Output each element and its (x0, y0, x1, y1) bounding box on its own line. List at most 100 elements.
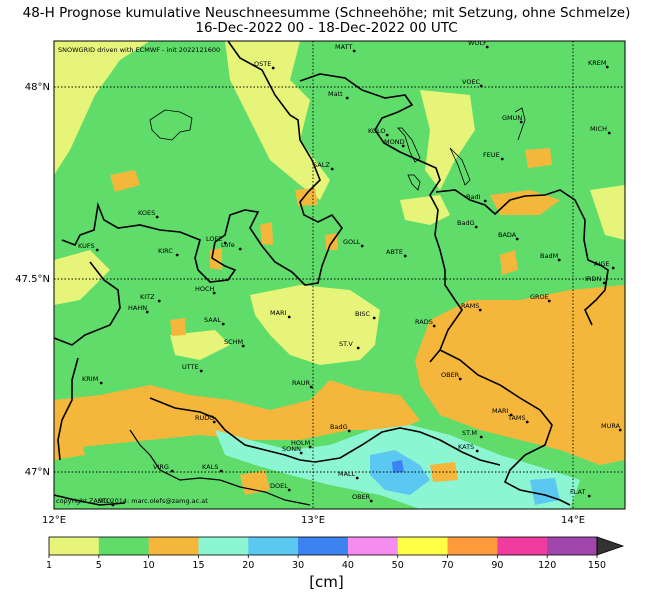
station-badi: BadI (466, 193, 487, 203)
station-kats: KATS (458, 443, 479, 453)
station-label: HOCH (195, 285, 215, 293)
station-abte: ABTE (386, 248, 407, 258)
station-schm: SCHM (224, 338, 245, 348)
station-label: KRIM (82, 375, 98, 383)
station-dot (432, 324, 436, 328)
station-label: KREM (588, 59, 607, 67)
station-label: Matt (328, 90, 343, 98)
colorbar-segment (148, 537, 199, 555)
station-dot (515, 237, 519, 241)
station-koes: KOES (138, 209, 159, 219)
station-label: OBER (352, 493, 371, 501)
station-label: MALL (338, 470, 356, 478)
colorbar-tick-label: 1 (46, 560, 52, 571)
station-ober: OBER (352, 493, 373, 503)
colorbar-segment (397, 537, 449, 555)
station-matt: MATT (335, 43, 356, 53)
station-dot (525, 420, 529, 424)
station-dot (157, 299, 161, 303)
lon-label-12: 12°E (42, 515, 66, 526)
station-mari: MARI (270, 309, 291, 319)
station-dot (99, 381, 103, 385)
station-holm: HOLM (291, 439, 312, 449)
colorbar-segment (447, 537, 498, 555)
station-dot (356, 346, 360, 350)
lon-label-14: 14°E (561, 515, 585, 526)
station-label: SAAL (204, 316, 221, 324)
station-dot (345, 96, 349, 100)
colorbar-tick-label: 5 (96, 560, 102, 571)
station-groe: GROE (530, 293, 551, 303)
station-dot (372, 316, 376, 320)
colorbar-segment (347, 537, 399, 555)
station-dot (403, 254, 407, 258)
graticule (54, 41, 625, 509)
station-badg: BadG (457, 219, 478, 229)
colorbar-unit: [cm] (309, 573, 344, 591)
station-dot (238, 247, 242, 251)
station-sto: STO (98, 497, 115, 507)
station-dot (611, 266, 615, 270)
copyright-note: copyright ZAMG 2014: marc.olefs@zamg.ac.… (56, 497, 208, 505)
station-dot (602, 281, 606, 285)
colorbar-tick-label: 20 (242, 560, 254, 571)
station-label: RAUR (292, 379, 310, 387)
station-label: VOEC (462, 78, 481, 86)
station-dot (287, 315, 291, 319)
station-dot (385, 133, 389, 137)
station-label: RAMS (461, 302, 479, 310)
station-dot (605, 65, 609, 69)
station-label: HAHN (128, 304, 147, 312)
station-goll: GOLL (343, 238, 364, 248)
station-dot (479, 84, 483, 88)
station-rads: RADS (415, 318, 436, 328)
station-label: AIGE (594, 260, 610, 268)
snow-field (54, 41, 625, 509)
lat-label-47-5: 47.5°N (15, 274, 50, 285)
station-label: BadG (457, 219, 475, 227)
station-wolf: WOLF (468, 39, 489, 49)
station-dot (271, 66, 275, 70)
colorbar-segment (547, 537, 598, 555)
station-dot (369, 499, 373, 503)
colorbar-segment (497, 537, 548, 555)
station-dot (175, 253, 179, 257)
lon-label-13: 13°E (301, 515, 325, 526)
station-label: KALS (202, 463, 218, 471)
colorbar-tick-label: 150 (588, 560, 606, 571)
station-lofe: Lofe (221, 241, 242, 251)
station-label: OSTE (254, 60, 271, 68)
station-mall: MALL (338, 470, 359, 480)
station-bada: BADA (498, 231, 519, 241)
station-dot (618, 428, 622, 432)
station-hoch: HOCH (195, 285, 216, 295)
station-label: BadG (330, 423, 348, 431)
colorbar-tick-label: 70 (441, 560, 453, 571)
colorbar-segment (49, 537, 100, 555)
station-dot (287, 488, 291, 492)
colorbar-extend-arrow (596, 536, 625, 556)
station-dot (241, 344, 245, 348)
station-label: BADA (498, 231, 517, 239)
station-label: MURA (601, 422, 621, 430)
station-label: OBER (441, 371, 460, 379)
colorbar-segment (248, 537, 299, 555)
station-dot (212, 420, 216, 424)
station-dot (111, 503, 115, 507)
station-label: UTTE (182, 363, 199, 371)
station-label: KATS (458, 443, 474, 451)
station-dot (500, 157, 504, 161)
station-rudo: RUDO (195, 414, 216, 424)
station-gmun: GMUN (502, 114, 523, 124)
colorbar-segment (198, 537, 249, 555)
station-label: STO (98, 497, 111, 505)
lat-label-47: 47°N (25, 467, 50, 478)
colorbar-tick-label: 10 (143, 560, 155, 571)
station-tams: TAMS (507, 414, 529, 424)
station-label: LOFE (206, 235, 222, 243)
station-rams: RAMS (461, 302, 482, 312)
station-krim: KRIM (82, 375, 103, 385)
station-sonn: SONN (282, 445, 303, 455)
station-kals: KALS (202, 463, 223, 473)
station-label: TAMS (507, 414, 526, 422)
